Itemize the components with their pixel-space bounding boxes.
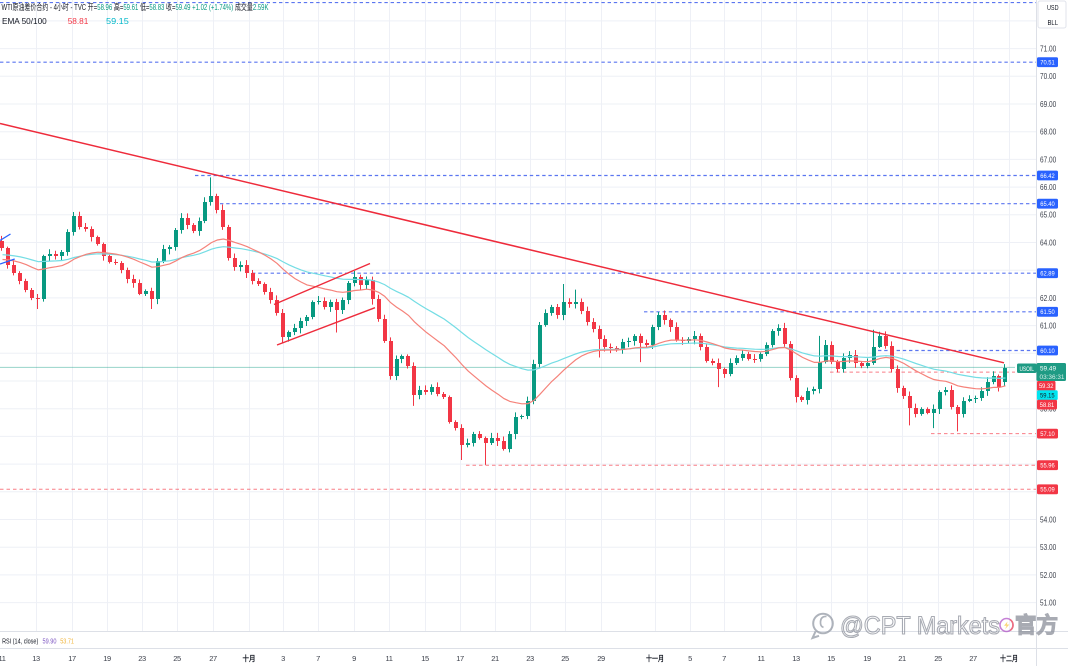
svg-text:55.96: 55.96 (1040, 463, 1055, 470)
svg-text:3: 3 (281, 654, 285, 663)
svg-text:66.00: 66.00 (1040, 183, 1057, 192)
svg-text:13: 13 (32, 654, 40, 663)
svg-text:7: 7 (316, 654, 320, 663)
svg-text:21: 21 (491, 654, 499, 663)
svg-text:60.10: 60.10 (1040, 348, 1055, 355)
svg-text:61.50: 61.50 (1040, 309, 1055, 316)
svg-text:53.00: 53.00 (1040, 543, 1057, 552)
svg-text:27: 27 (969, 654, 977, 663)
svg-text:9: 9 (352, 654, 356, 663)
svg-text:5: 5 (688, 654, 692, 663)
svg-text:27: 27 (209, 654, 217, 663)
svg-text:17: 17 (456, 654, 464, 663)
svg-text:03:36:31: 03:36:31 (1040, 374, 1066, 381)
svg-text:19: 19 (103, 654, 111, 663)
svg-text:58.81: 58.81 (68, 16, 89, 26)
svg-text:59.49: 59.49 (1040, 366, 1056, 373)
svg-text:11: 11 (0, 654, 6, 663)
svg-text:十二月: 十二月 (1000, 653, 1018, 663)
svg-text:66.42: 66.42 (1040, 173, 1055, 180)
svg-text:59.15: 59.15 (106, 16, 129, 26)
svg-text:62.89: 62.89 (1040, 271, 1055, 278)
svg-text:17: 17 (68, 654, 76, 663)
svg-text:11: 11 (758, 654, 765, 663)
svg-text:15: 15 (827, 654, 835, 663)
svg-text:65.00: 65.00 (1040, 211, 1057, 220)
svg-text:52.00: 52.00 (1040, 571, 1057, 580)
svg-text:69.00: 69.00 (1040, 100, 1057, 109)
svg-text:57.10: 57.10 (1040, 431, 1055, 438)
svg-text:25: 25 (934, 654, 942, 663)
svg-text:59.15: 59.15 (1040, 393, 1055, 400)
svg-text:7: 7 (722, 654, 726, 663)
svg-text:65.40: 65.40 (1040, 201, 1055, 208)
svg-text:29: 29 (597, 654, 605, 663)
svg-text:58.81: 58.81 (1040, 402, 1055, 409)
svg-text:67.00: 67.00 (1040, 155, 1057, 164)
svg-text:十一月: 十一月 (646, 653, 664, 663)
svg-text:23: 23 (526, 654, 534, 663)
svg-text:15: 15 (421, 654, 429, 663)
svg-text:EMA 50/100: EMA 50/100 (2, 16, 47, 26)
svg-text:55.09: 55.09 (1040, 487, 1055, 494)
svg-text:64.00: 64.00 (1040, 238, 1057, 247)
svg-text:19: 19 (863, 654, 871, 663)
svg-text:62.00: 62.00 (1040, 294, 1057, 303)
svg-text:十月: 十月 (243, 653, 256, 663)
svg-text:11: 11 (386, 654, 393, 663)
svg-text:25: 25 (173, 654, 181, 663)
svg-text:61.00: 61.00 (1040, 322, 1057, 331)
svg-text:59.90: 59.90 (43, 636, 57, 645)
svg-text:68.00: 68.00 (1040, 128, 1057, 137)
svg-text:59.32: 59.32 (1039, 383, 1054, 390)
svg-text:51.00: 51.00 (1040, 599, 1057, 608)
svg-text:官方: 官方 (1015, 613, 1058, 638)
svg-text:@CPT Markets: @CPT Markets (840, 612, 1000, 640)
svg-text:70.51: 70.51 (1040, 60, 1055, 67)
svg-text:21: 21 (898, 654, 906, 663)
svg-text:23: 23 (138, 654, 146, 663)
svg-text:13: 13 (792, 654, 800, 663)
svg-text:71.00: 71.00 (1040, 45, 1057, 54)
svg-text:WTI原油差价合约 - 4小时 - TVC 开=58.96: WTI原油差价合约 - 4小时 - TVC 开=58.96 高=59.61 低=… (2, 2, 269, 12)
svg-text:USD: USD (1047, 5, 1059, 12)
svg-text:BLL: BLL (1048, 20, 1059, 27)
svg-text:25: 25 (561, 654, 569, 663)
svg-text:53.71: 53.71 (60, 636, 74, 645)
svg-text:RSI (14, close): RSI (14, close) (2, 636, 39, 645)
svg-text:54.00: 54.00 (1040, 515, 1057, 524)
svg-text:USOIL: USOIL (1019, 366, 1034, 373)
svg-text:70.00: 70.00 (1040, 72, 1057, 81)
